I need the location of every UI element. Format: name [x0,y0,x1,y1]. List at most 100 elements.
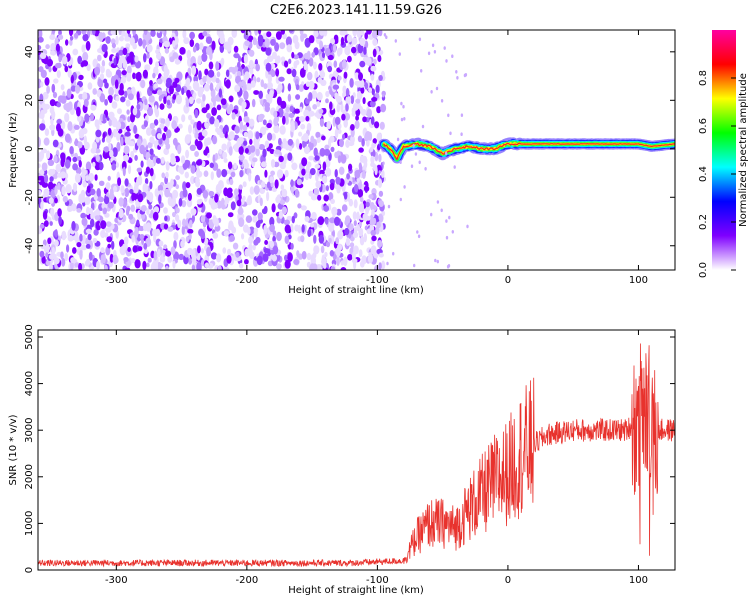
noise-speckle [163,96,167,105]
noise-speckle [126,65,132,75]
noise-speckle [184,134,191,144]
noise-speckle [78,74,84,81]
noise-speckle [212,232,219,239]
noise-speckle [259,187,266,194]
noise-speckle [284,169,289,178]
noise-speckle [94,174,98,181]
noise-speckle [284,60,289,68]
noise-speckle [154,188,159,197]
noise-speckle [341,113,346,121]
noise-speckle [352,30,357,37]
noise-speckle [304,216,310,222]
noise-speckle [345,95,352,106]
noise-speckle [222,151,228,159]
noise-speckle [38,59,41,67]
noise-speckle [371,235,377,242]
noise-speckle [317,194,322,201]
noise-speckle [264,240,268,245]
noise-speckle [105,182,111,190]
noise-speckle [148,57,153,65]
noise-speckle [305,115,310,122]
noise-speckle [134,154,138,161]
noise-speckle [294,188,299,198]
noise-speckle [147,257,152,263]
noise-speckle [248,59,254,69]
noise-speckle [305,98,310,105]
noise-speckle [74,32,79,39]
noise-speckle [44,128,50,137]
noise-speckle [92,237,98,244]
noise-speckle [180,240,185,248]
noise-speckle [233,143,238,151]
noise-speckle [108,86,114,96]
noise-speckle [324,251,328,258]
noise-speckle [172,189,179,199]
noise-speckle [288,58,292,64]
signal-track-band [383,142,675,160]
noise-speckle [123,236,129,246]
sparse-speckle [402,104,405,109]
noise-speckle [45,260,51,266]
noise-speckle [211,107,218,116]
noise-speckle [153,83,159,89]
noise-speckle [355,115,359,121]
noise-speckle [72,235,77,241]
noise-speckle [279,42,286,50]
noise-speckle [262,119,267,126]
noise-speckle [130,150,135,159]
noise-speckle [298,131,303,137]
noise-speckle [139,144,146,155]
noise-speckle [77,141,83,149]
noise-speckle [275,68,280,77]
noise-speckle [38,30,43,39]
noise-speckle [354,72,359,80]
noise-speckle [348,163,353,171]
noise-speckle [123,154,129,162]
noise-speckle [299,68,306,78]
noise-speckle [88,207,93,215]
noise-speckle [242,181,247,188]
noise-speckle [381,210,386,217]
noise-speckle [185,212,192,220]
noise-speckle [365,201,370,208]
noise-speckle [181,114,186,123]
noise-speckle [337,230,344,240]
noise-speckle [46,58,54,67]
noise-speckle [160,118,166,125]
sparse-speckle [400,101,403,106]
spectrogram-x-axis-label: Height of straight line (km) [288,285,424,296]
noise-speckle [78,262,83,270]
noise-speckle [290,184,295,194]
noise-speckle [118,89,125,96]
noise-speckle [264,105,270,113]
noise-speckle [255,148,260,157]
noise-speckle [300,235,305,243]
noise-speckle [238,217,245,228]
noise-speckle [247,130,254,140]
noise-speckle [47,237,52,245]
noise-speckle [358,147,364,153]
noise-speckle [276,169,284,179]
noise-speckle [109,193,115,201]
noise-speckle [341,59,347,69]
noise-speckle [64,159,71,169]
noise-speckle [163,147,170,156]
noise-speckle [166,77,172,85]
noise-speckle [239,262,244,269]
noise-speckle [349,78,354,88]
noise-speckle [127,247,131,252]
noise-speckle [112,254,119,265]
noise-speckle [297,203,302,209]
noise-speckle [196,120,202,131]
sparse-speckle [466,224,469,229]
noise-speckle [149,136,155,144]
spectrogram-ytick-label: -20 [24,189,35,205]
noise-speckle [360,155,364,163]
noise-speckle [345,87,350,98]
noise-speckle [95,154,101,162]
noise-speckle [185,97,190,108]
noise-speckle [74,173,81,184]
colorbar: 0.0 0.2 0.4 0.6 0.8 Normalized spectral ampl… [698,30,749,278]
noise-speckle [163,244,168,250]
noise-speckle [361,169,366,179]
